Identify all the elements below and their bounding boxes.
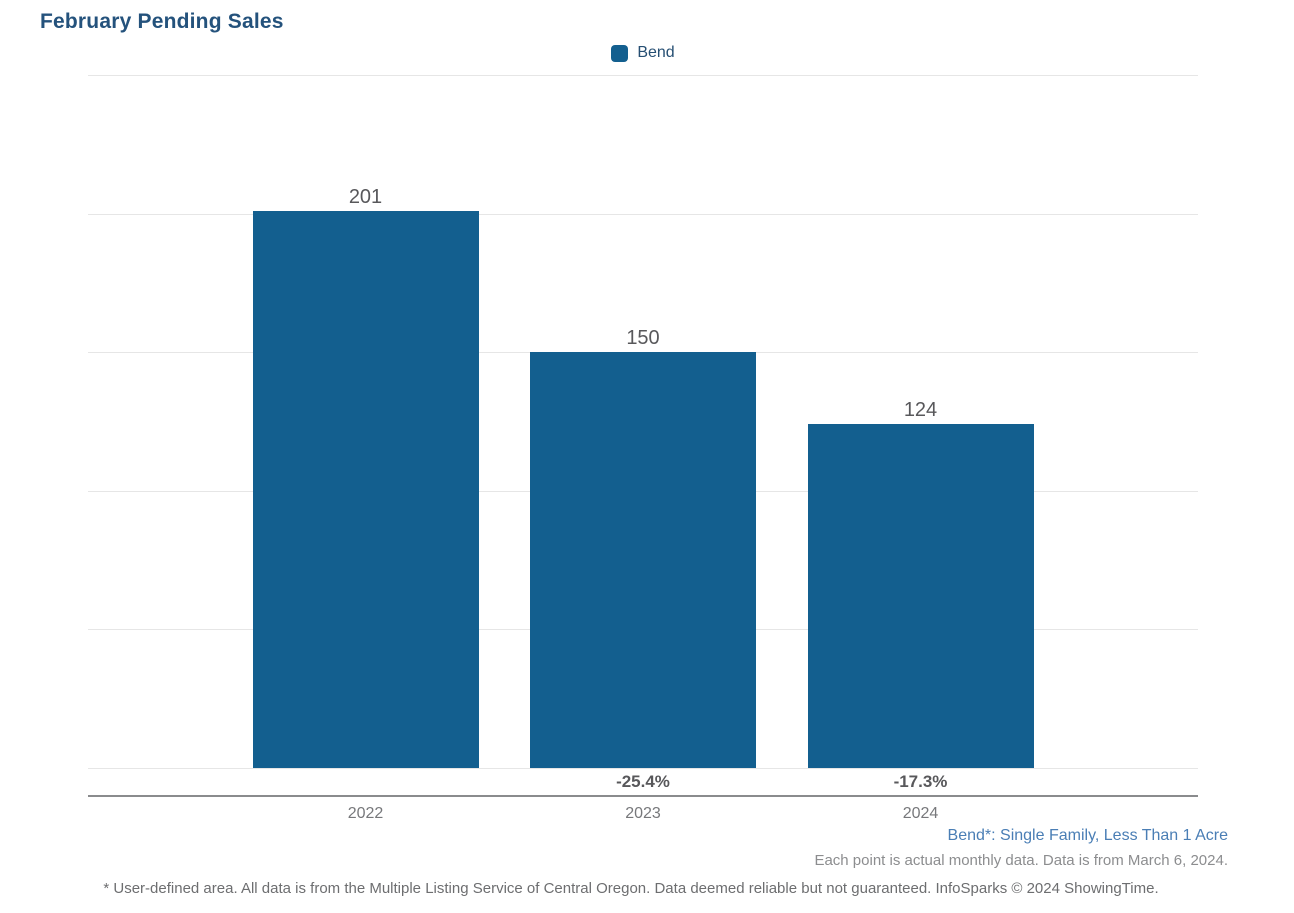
data-source-note: Each point is actual monthly data. Data … bbox=[814, 852, 1228, 869]
x-tick-label-2023: 2023 bbox=[625, 805, 661, 822]
x-tick-label-2022: 2022 bbox=[347, 805, 384, 822]
bar-value-label-2024: 124 bbox=[903, 399, 938, 422]
bar-value-label-2023: 150 bbox=[626, 327, 660, 350]
series-definition-note: Bend*: Single Family, Less Than 1 Acre bbox=[947, 827, 1228, 844]
disclaimer-note: * User-defined area. All data is from th… bbox=[103, 880, 1159, 897]
gridline-200 bbox=[88, 213, 1198, 215]
bar-2022[interactable] bbox=[252, 210, 479, 768]
legend: Bend bbox=[88, 44, 1198, 62]
legend-label-bend: Bend bbox=[637, 44, 675, 61]
chart-title: February Pending Sales bbox=[40, 10, 284, 33]
legend-swatch-bend bbox=[611, 44, 629, 62]
pct-change-label-2023: -25.4% bbox=[616, 772, 670, 791]
pct-change-label-2024: -17.3% bbox=[893, 772, 948, 791]
bar-2024[interactable] bbox=[807, 424, 1034, 768]
bar-2023[interactable] bbox=[530, 352, 756, 768]
plot-area: 0501001502002502012022150-25.4%2023124-1… bbox=[88, 75, 1198, 822]
x-tick-label-2024: 2024 bbox=[902, 805, 939, 822]
gridline-0 bbox=[88, 768, 1198, 769]
bar-value-label-2022: 201 bbox=[348, 185, 383, 208]
x-axis-line bbox=[88, 795, 1198, 797]
legend-item-bend[interactable]: Bend bbox=[611, 44, 675, 62]
gridline-250 bbox=[88, 75, 1198, 76]
